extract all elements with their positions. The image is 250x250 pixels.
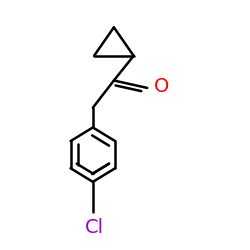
Text: Cl: Cl [84, 218, 104, 237]
Text: O: O [154, 77, 169, 96]
